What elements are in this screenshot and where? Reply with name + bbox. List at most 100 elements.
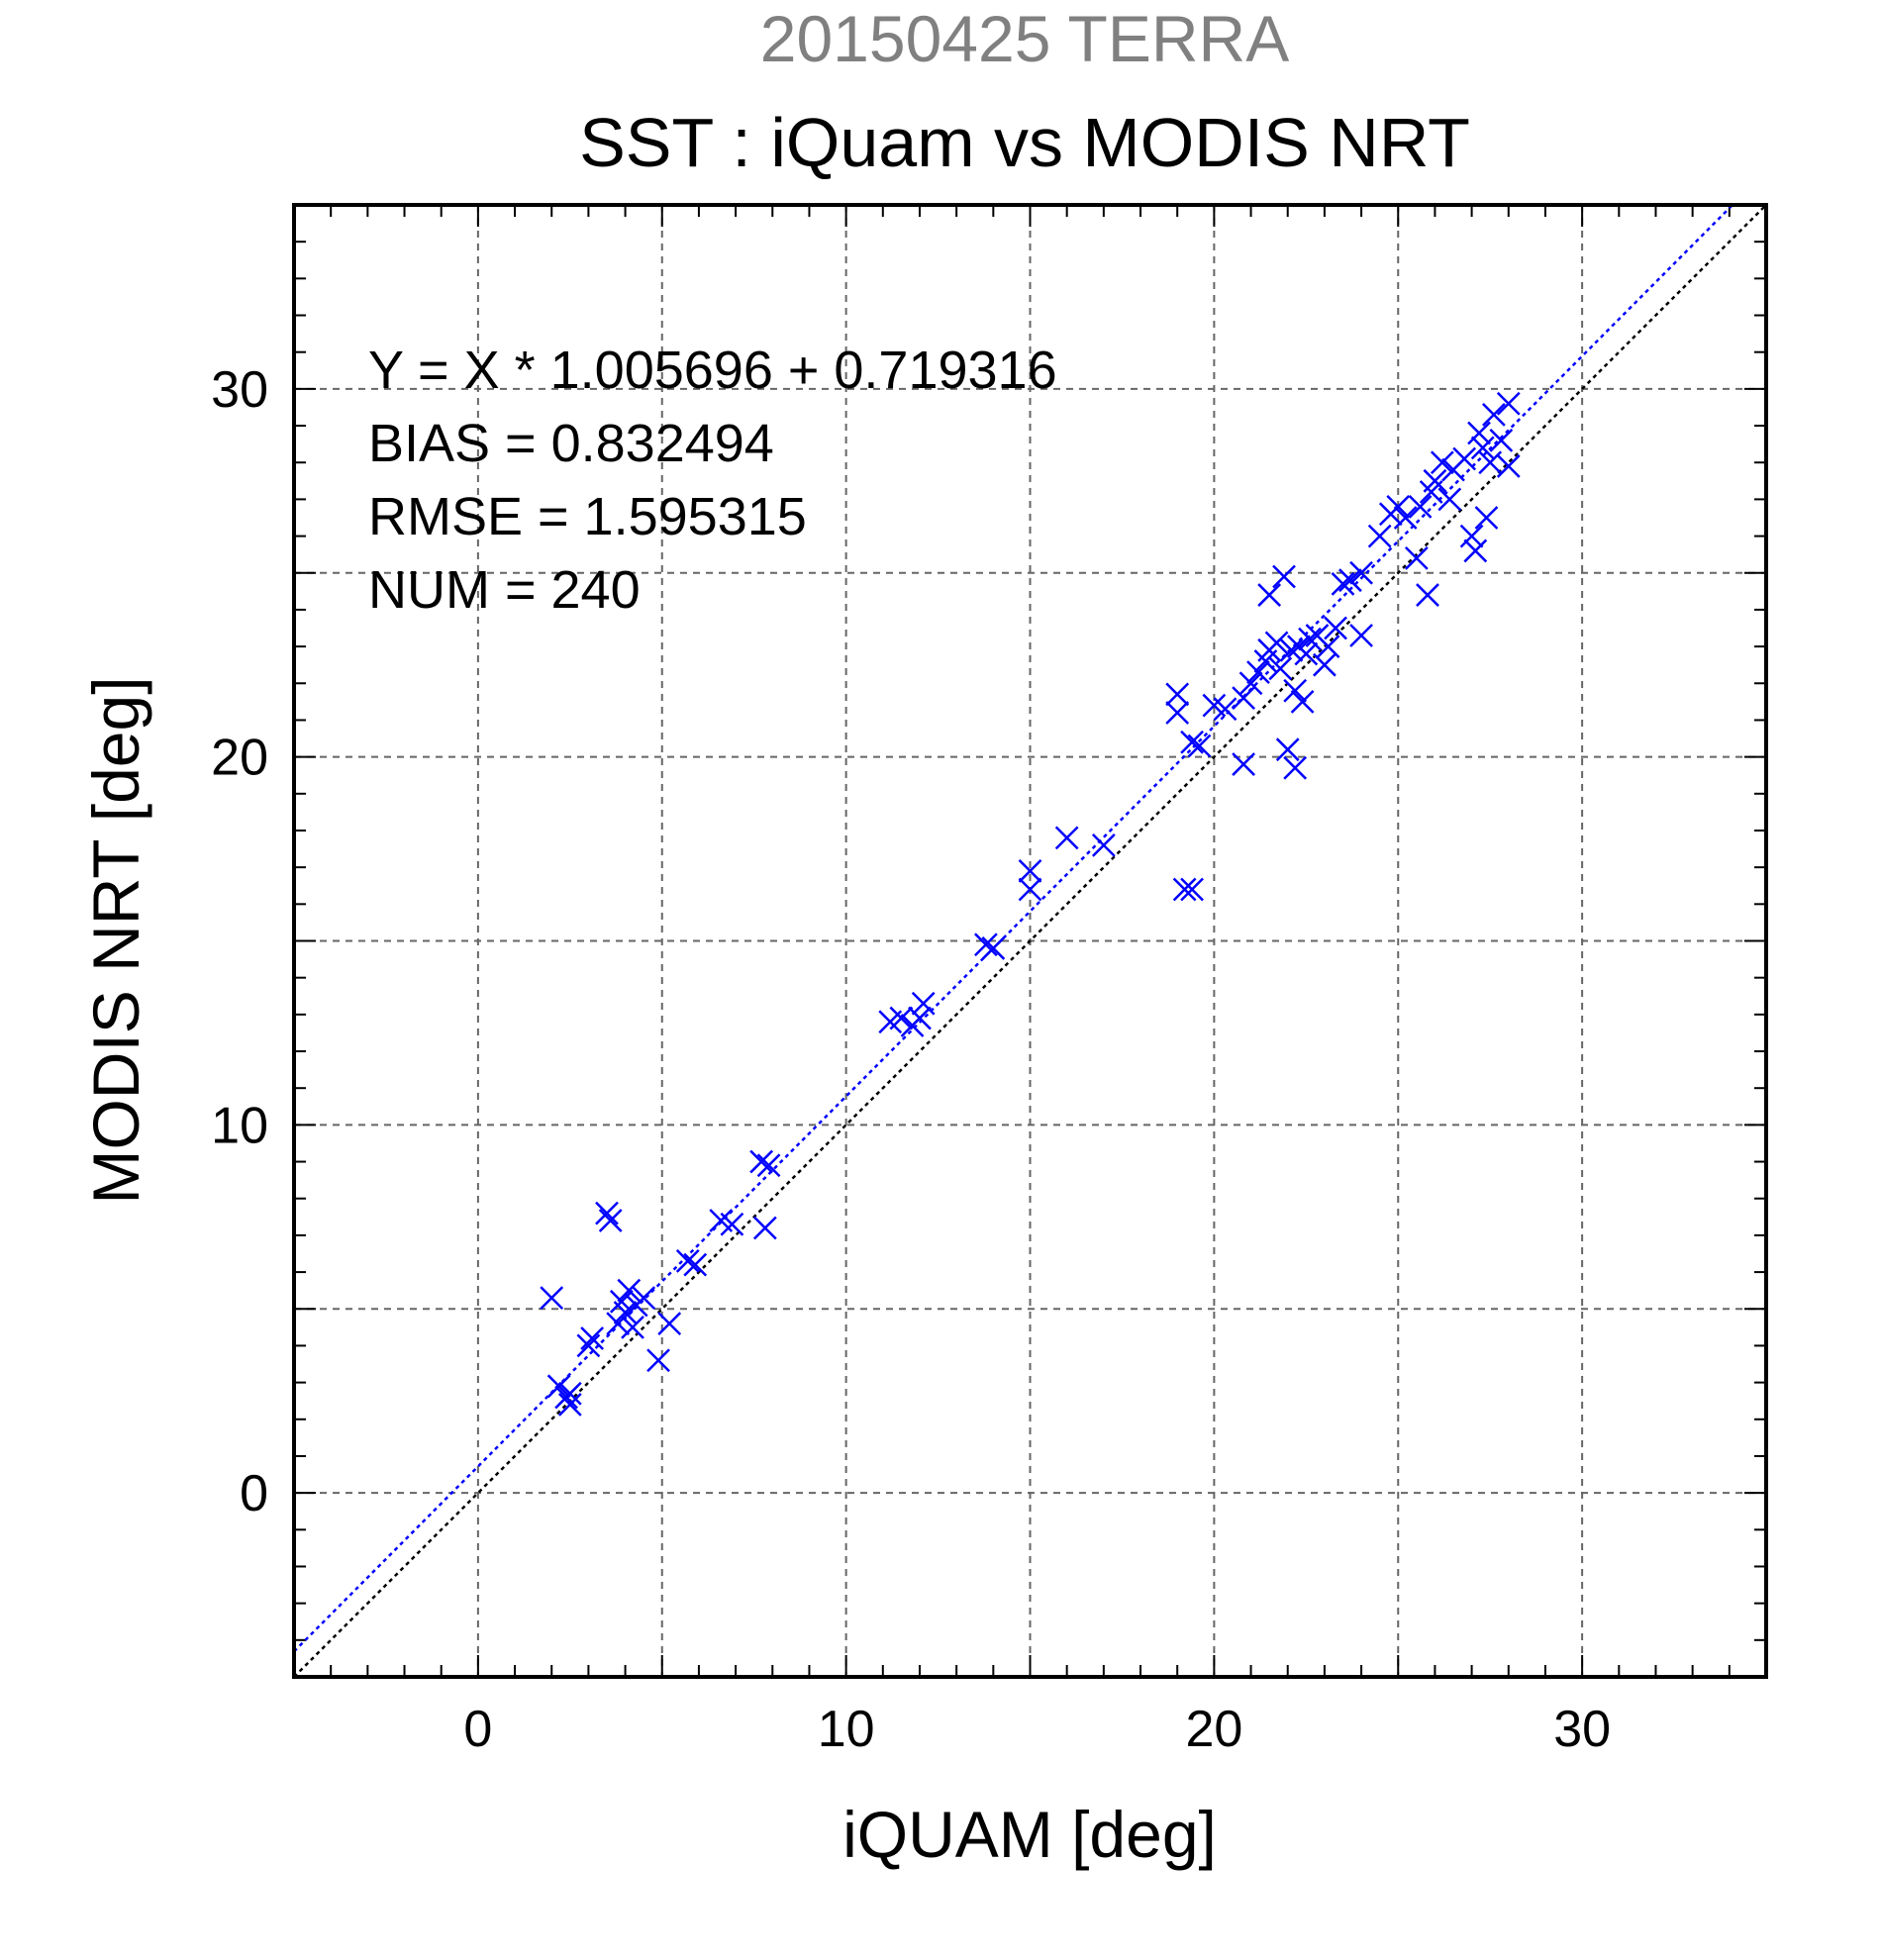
x-tick-label: 20 bbox=[1185, 1701, 1242, 1758]
data-point-marker bbox=[1463, 539, 1488, 563]
data-point-marker bbox=[1349, 624, 1373, 647]
y-axis-label: MODIS NRT [deg] bbox=[79, 676, 152, 1204]
data-point-marker bbox=[557, 1393, 582, 1417]
data-point-marker bbox=[1294, 641, 1319, 666]
chart-title: SST : iQuam vs MODIS NRT bbox=[579, 104, 1470, 181]
data-point-marker bbox=[1338, 568, 1362, 593]
data-point-marker bbox=[632, 1286, 656, 1310]
x-tick-label: 10 bbox=[818, 1701, 875, 1758]
data-point-marker bbox=[1386, 494, 1411, 519]
data-point-marker bbox=[1283, 755, 1308, 780]
data-point-marker bbox=[1275, 737, 1300, 762]
regression-equation: Y = X * 1.005696 + 0.719316 bbox=[368, 341, 1057, 400]
data-point-marker bbox=[617, 1278, 642, 1303]
data-point-marker bbox=[1018, 877, 1042, 902]
data-point-marker bbox=[546, 1374, 571, 1399]
data-point-marker bbox=[1187, 734, 1212, 758]
data-point-marker bbox=[1213, 697, 1238, 722]
tick-labels: 0 10 20 30 0 10 20 30 bbox=[211, 361, 1611, 1758]
data-point-marker bbox=[1489, 429, 1514, 452]
data-point-marker bbox=[974, 932, 998, 957]
data-point-marker bbox=[1018, 858, 1042, 883]
chart-supertitle: 20150425 TERRA bbox=[760, 2, 1289, 75]
data-point-marker bbox=[1257, 583, 1282, 607]
data-point-marker bbox=[1367, 524, 1392, 548]
data-point-marker bbox=[1316, 635, 1340, 658]
num-stat: NUM = 240 bbox=[368, 560, 641, 620]
y-tick-label: 20 bbox=[211, 730, 268, 787]
data-point-marker bbox=[1349, 560, 1373, 585]
data-point-marker bbox=[1180, 730, 1204, 754]
data-point-marker bbox=[1496, 391, 1521, 416]
data-point-marker bbox=[1180, 877, 1204, 902]
data-point-marker bbox=[657, 1312, 682, 1336]
identity-line bbox=[293, 204, 1767, 1678]
data-point-marker bbox=[981, 936, 1006, 960]
data-point-marker bbox=[1165, 701, 1190, 725]
data-point-marker bbox=[1478, 450, 1503, 475]
data-points bbox=[540, 391, 1521, 1417]
data-point-marker bbox=[1404, 545, 1429, 570]
bias-stat: BIAS = 0.832494 bbox=[368, 414, 774, 473]
data-point-marker bbox=[1290, 689, 1315, 714]
data-point-marker bbox=[1232, 686, 1255, 711]
data-point-marker bbox=[1467, 421, 1491, 445]
x-axis-label: iQUAM [deg] bbox=[842, 1798, 1217, 1871]
data-point-marker bbox=[683, 1252, 708, 1277]
data-point-marker bbox=[1264, 631, 1289, 655]
y-tick-label: 10 bbox=[211, 1097, 268, 1154]
reference-lines bbox=[293, 204, 1767, 1678]
data-point-marker bbox=[1331, 572, 1355, 596]
data-point-marker bbox=[1246, 660, 1270, 685]
data-point-marker bbox=[1165, 682, 1190, 707]
rmse-stat: RMSE = 1.595315 bbox=[368, 487, 807, 546]
data-point-marker bbox=[1238, 671, 1263, 696]
data-point-marker bbox=[595, 1201, 619, 1225]
data-point-marker bbox=[1268, 656, 1293, 681]
data-point-marker bbox=[580, 1326, 605, 1350]
data-point-marker bbox=[1172, 877, 1197, 902]
data-point-marker bbox=[1283, 678, 1308, 703]
data-point-marker bbox=[1324, 616, 1347, 640]
data-point-marker bbox=[908, 1006, 932, 1030]
data-point-marker bbox=[1470, 436, 1495, 460]
data-point-marker bbox=[911, 991, 936, 1016]
data-point-marker bbox=[1437, 487, 1462, 512]
data-point-marker bbox=[606, 1312, 631, 1336]
data-point-marker bbox=[720, 1212, 744, 1236]
data-point-marker bbox=[756, 1153, 781, 1178]
data-point-marker bbox=[1232, 752, 1255, 776]
data-point-marker bbox=[1054, 826, 1079, 850]
y-tick-label: 0 bbox=[240, 1465, 268, 1522]
data-point-marker bbox=[1459, 524, 1484, 548]
data-point-marker bbox=[1408, 494, 1433, 519]
data-point-marker bbox=[646, 1348, 670, 1373]
stats-box: Y = X * 1.005696 + 0.719316 BIAS = 0.832… bbox=[368, 341, 1057, 620]
data-point-marker bbox=[1313, 652, 1336, 677]
data-point-marker bbox=[1482, 403, 1506, 427]
y-tick-label: 30 bbox=[211, 361, 268, 419]
data-point-marker bbox=[576, 1333, 601, 1358]
data-point-marker bbox=[1298, 627, 1322, 651]
data-point-marker bbox=[557, 1381, 582, 1406]
data-point-marker bbox=[1279, 637, 1304, 662]
x-tick-label: 0 bbox=[463, 1701, 492, 1758]
data-point-marker bbox=[613, 1301, 638, 1324]
grid-lines bbox=[294, 205, 1766, 1677]
data-point-marker bbox=[1416, 583, 1439, 607]
data-point-marker bbox=[1423, 468, 1447, 493]
data-point-marker bbox=[675, 1249, 700, 1273]
data-point-marker bbox=[1430, 450, 1454, 475]
data-point-marker bbox=[621, 1315, 644, 1339]
data-point-marker bbox=[1496, 454, 1521, 478]
data-point-marker bbox=[1474, 506, 1499, 530]
data-point-marker bbox=[1393, 506, 1418, 530]
plot-frame bbox=[292, 203, 1768, 1679]
data-point-marker bbox=[1091, 833, 1116, 857]
data-point-marker bbox=[1272, 564, 1296, 589]
data-point-marker bbox=[540, 1286, 564, 1310]
data-point-marker bbox=[749, 1149, 774, 1174]
data-point-marker bbox=[889, 1006, 914, 1030]
data-point-marker bbox=[752, 1216, 777, 1240]
